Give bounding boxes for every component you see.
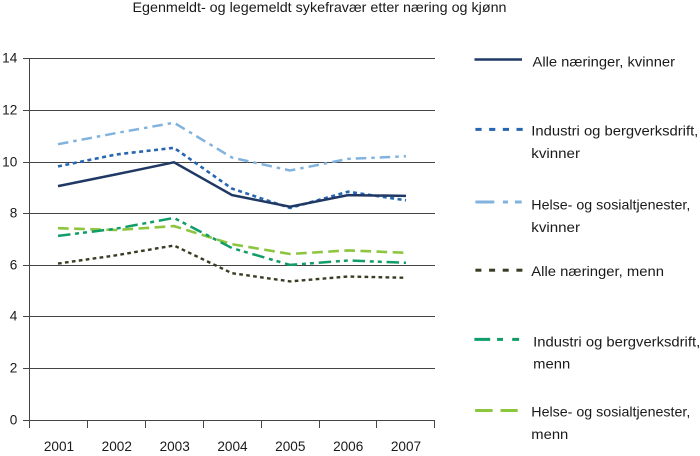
svg-text:Helse- og sosialtjenester,: Helse- og sosialtjenester, [531, 404, 690, 419]
svg-text:menn: menn [533, 357, 570, 372]
svg-text:2007: 2007 [391, 439, 421, 454]
svg-text:kvinner: kvinner [531, 146, 580, 161]
svg-text:2003: 2003 [160, 439, 190, 454]
svg-text:Alle næringer, kvinner: Alle næringer, kvinner [533, 55, 676, 70]
svg-text:4: 4 [10, 309, 18, 324]
svg-text:Alle næringer, menn: Alle næringer, menn [531, 264, 664, 279]
svg-text:Industri og bergverksdrift,: Industri og bergverksdrift, [531, 124, 698, 139]
svg-text:2006: 2006 [333, 439, 363, 454]
svg-text:2004: 2004 [217, 439, 248, 454]
svg-text:2001: 2001 [44, 439, 74, 454]
svg-text:0: 0 [10, 412, 18, 427]
svg-text:2: 2 [10, 361, 18, 376]
svg-text:2005: 2005 [275, 439, 305, 454]
svg-text:menn: menn [531, 427, 568, 442]
svg-text:Helse- og sosialtjenester,: Helse- og sosialtjenester, [531, 198, 690, 213]
svg-text:10: 10 [2, 155, 18, 170]
svg-text:14: 14 [2, 51, 18, 66]
svg-text:6: 6 [10, 258, 18, 273]
svg-text:8: 8 [10, 206, 18, 221]
svg-text:Industri og bergverksdrift,: Industri og bergverksdrift, [533, 334, 700, 349]
svg-text:2002: 2002 [102, 439, 132, 454]
svg-text:kvinner: kvinner [531, 220, 580, 235]
svg-text:12: 12 [2, 103, 17, 118]
svg-text:Egenmeldt- og legemeldt sykefr: Egenmeldt- og legemeldt sykefravær etter… [133, 0, 507, 15]
